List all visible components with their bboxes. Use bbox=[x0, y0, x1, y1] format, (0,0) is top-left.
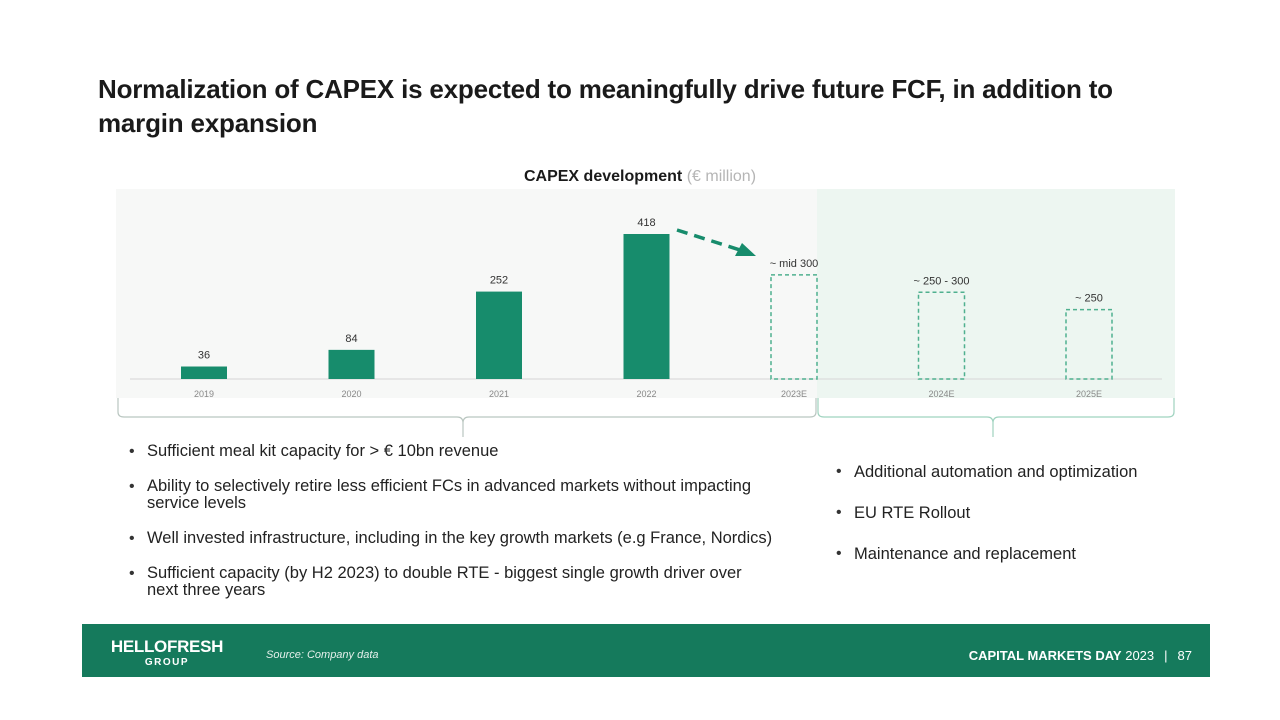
data-label-2024E: ~ 250 - 300 bbox=[914, 275, 970, 287]
footer: HELLOFRESH GROUP Source: Company data CA… bbox=[82, 624, 1210, 677]
event-label: CAPITAL MARKETS DAY 2023 | 87 bbox=[969, 648, 1192, 663]
bar-2020 bbox=[328, 349, 375, 379]
brace-left bbox=[117, 398, 817, 437]
event-name: CAPITAL MARKETS DAY bbox=[968, 648, 1122, 663]
trend-arrow-line bbox=[676, 228, 741, 252]
page-number: 87 bbox=[1177, 648, 1192, 663]
tick-label-2019: 2019 bbox=[194, 389, 214, 399]
trend-arrow-head bbox=[735, 243, 756, 256]
separator: | bbox=[1164, 648, 1168, 663]
tick-label-2020: 2020 bbox=[341, 389, 361, 399]
data-label-2021: 252 bbox=[490, 275, 508, 287]
chart-title-unit: (€ million) bbox=[686, 168, 757, 185]
bullet-item: Sufficient capacity (by H2 2023) to doub… bbox=[125, 565, 775, 599]
bar-2021 bbox=[476, 291, 522, 379]
tick-label-2021: 2021 bbox=[489, 389, 509, 399]
bar-2024E bbox=[917, 291, 966, 380]
event-year: 2023 bbox=[1125, 648, 1155, 663]
data-label-2023E: ~ mid 300 bbox=[770, 258, 819, 270]
bar-2022 bbox=[623, 234, 670, 379]
tick-label-2025E: 2025E bbox=[1076, 389, 1102, 399]
bullets-right: Additional automation and optimization E… bbox=[832, 460, 1162, 583]
hellofresh-logo: HELLOFRESH GROUP bbox=[102, 638, 232, 669]
data-label-2019: 36 bbox=[198, 350, 210, 362]
tick-label-2024E: 2024E bbox=[928, 389, 954, 399]
bar-2025E bbox=[1065, 308, 1113, 380]
logo-line1: HELLOFRESH bbox=[110, 637, 224, 656]
bar-2023E bbox=[770, 274, 818, 380]
bullet-item: Well invested infrastructure, including … bbox=[125, 530, 775, 548]
data-label-2022: 418 bbox=[637, 217, 655, 229]
capex-chart: 36 2019 84 2020 252 2021 418 2022 ~ mid 300 2023E… bbox=[117, 189, 1175, 437]
bullets-left: Sufficient meal kit capacity for > € 10b… bbox=[125, 443, 775, 617]
chart-title: CAPEX development (€ million) bbox=[0, 168, 1280, 186]
brace-right bbox=[817, 398, 1175, 437]
data-label-2020: 84 bbox=[345, 333, 357, 345]
logo-line2: GROUP bbox=[144, 657, 190, 668]
data-label-2025E: ~ 250 bbox=[1075, 293, 1103, 305]
bullet-item: EU RTE Rollout bbox=[832, 501, 1162, 525]
projection-background bbox=[817, 189, 1175, 398]
bar-2019 bbox=[181, 366, 227, 379]
tick-label-2022: 2022 bbox=[636, 389, 656, 399]
bullet-item: Additional automation and optimization bbox=[832, 460, 1162, 484]
tick-label-2023E: 2023E bbox=[781, 389, 807, 399]
bullet-item: Sufficient meal kit capacity for > € 10b… bbox=[125, 443, 775, 461]
page-title: Normalization of CAPEX is expected to me… bbox=[98, 74, 1113, 138]
chart-title-main: CAPEX development bbox=[523, 168, 683, 185]
source-note: Source: Company data bbox=[266, 649, 379, 661]
bullet-item: Ability to selectively retire less effic… bbox=[125, 478, 775, 512]
bullet-item: Maintenance and replacement bbox=[832, 542, 1162, 566]
